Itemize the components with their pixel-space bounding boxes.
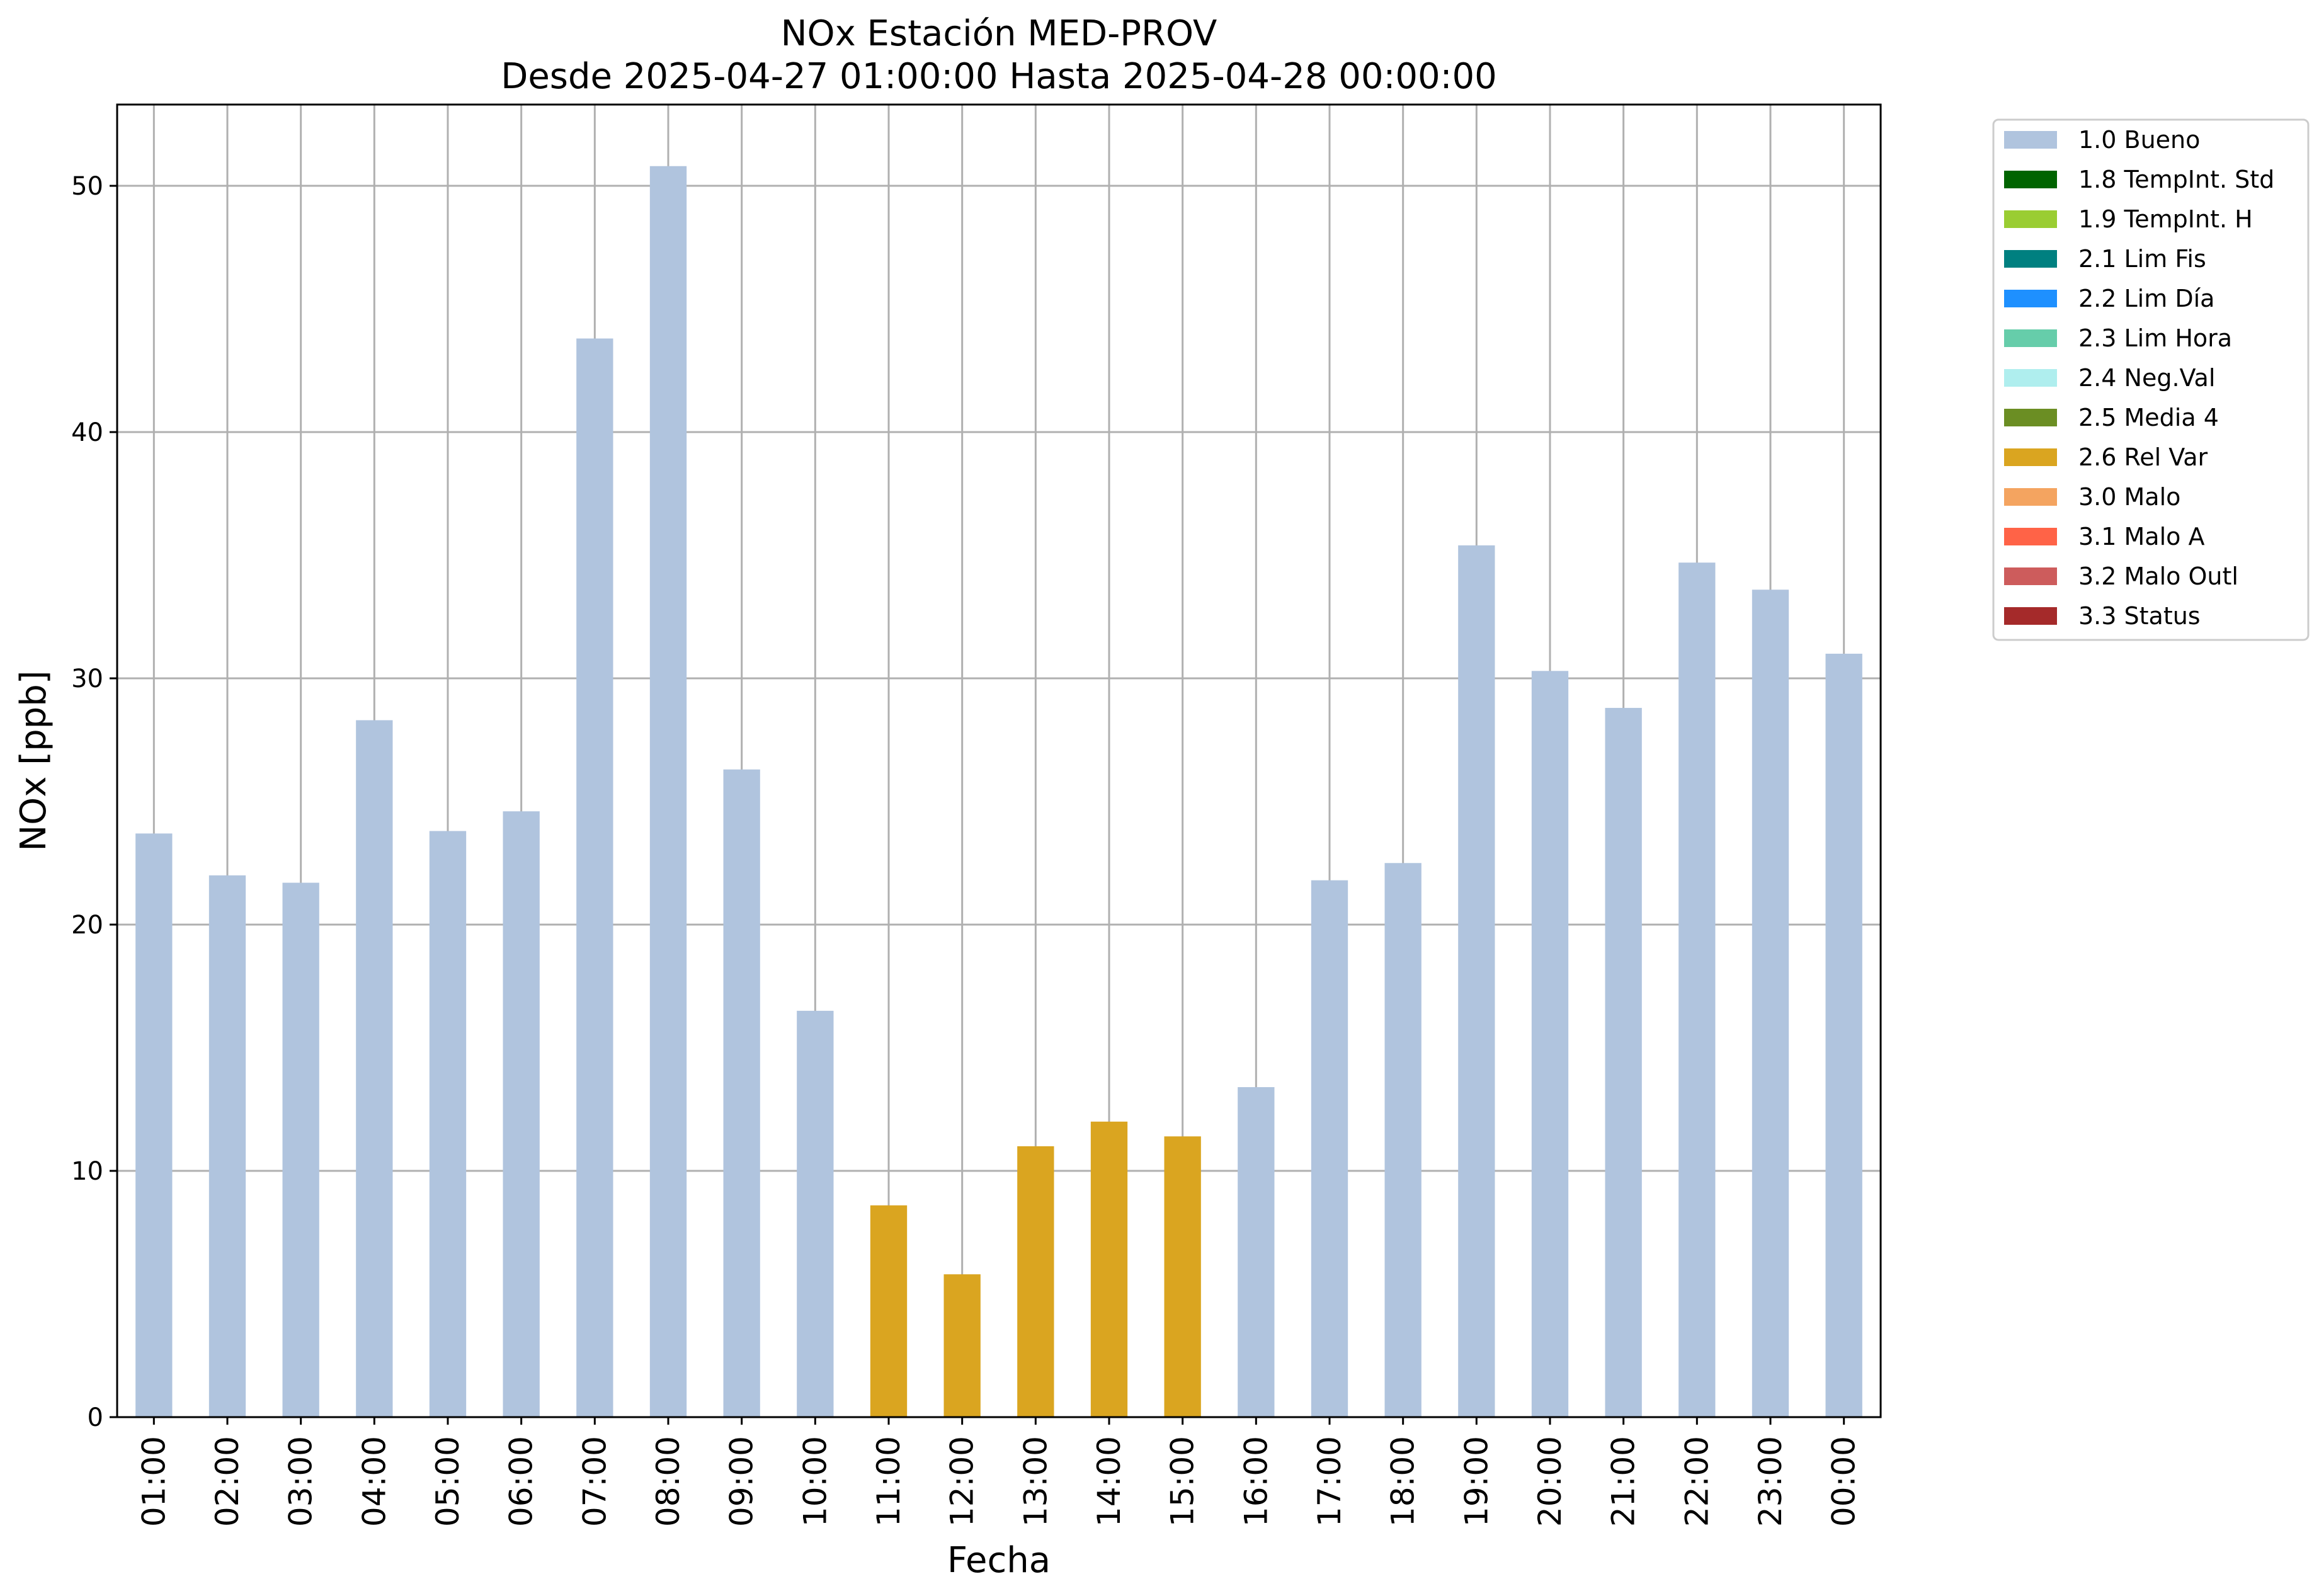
legend-entry-label: 3.2 Malo Outl <box>2078 562 2238 590</box>
legend-swatch <box>2004 329 2057 347</box>
legend-entry-label: 3.0 Malo <box>2078 483 2180 511</box>
y-tick-label: 40 <box>71 418 103 447</box>
x-tick-label: 16:00 <box>1238 1436 1274 1527</box>
bar-22:00 <box>1678 562 1716 1417</box>
bar-07:00 <box>576 338 613 1418</box>
legend-entry-label: 2.3 Lim Hora <box>2078 324 2232 352</box>
bar-03:00 <box>282 882 319 1417</box>
x-tick-label: 06:00 <box>503 1436 540 1527</box>
legend-swatch <box>2004 607 2057 625</box>
bar-23:00 <box>1752 590 1789 1417</box>
bar-06:00 <box>503 811 540 1417</box>
legend-swatch <box>2004 488 2057 506</box>
y-tick-label: 30 <box>71 664 103 693</box>
bar-17:00 <box>1311 880 1348 1417</box>
x-tick-label: 18:00 <box>1385 1436 1422 1527</box>
bar-16:00 <box>1238 1087 1275 1417</box>
bar-10:00 <box>797 1010 834 1417</box>
bar-12:00 <box>943 1274 981 1417</box>
legend-entry-label: 1.8 TempInt. Std <box>2078 166 2274 193</box>
x-tick-label: 23:00 <box>1752 1436 1789 1527</box>
bar-19:00 <box>1458 545 1495 1418</box>
legend-swatch <box>2004 131 2057 149</box>
x-tick-label: 04:00 <box>356 1436 392 1527</box>
legend-entry-label: 2.6 Rel Var <box>2078 443 2208 471</box>
bar-18:00 <box>1384 863 1422 1417</box>
legend-swatch <box>2004 409 2057 426</box>
x-tick-label: 13:00 <box>1017 1436 1054 1527</box>
bar-11:00 <box>870 1205 908 1417</box>
bar-01:00 <box>135 833 173 1417</box>
legend-swatch <box>2004 448 2057 466</box>
x-tick-label: 09:00 <box>724 1436 760 1527</box>
bar-04:00 <box>356 720 393 1417</box>
legend-entry-label: 1.9 TempInt. H <box>2078 205 2253 233</box>
bar-05:00 <box>429 831 467 1417</box>
legend-entry-label: 2.5 Media 4 <box>2078 404 2219 431</box>
legend-swatch <box>2004 171 2057 188</box>
legend-swatch <box>2004 567 2057 585</box>
x-axis-label: Fecha <box>947 1540 1051 1581</box>
y-tick-label: 20 <box>71 911 103 940</box>
legend-swatch <box>2004 528 2057 545</box>
x-tick-label: 15:00 <box>1165 1436 1201 1527</box>
legend-entry-label: 3.3 Status <box>2078 602 2201 630</box>
legend: 1.0 Bueno 1.8 TempInt. Std 1.9 TempInt. H 2… <box>1992 118 2310 641</box>
x-tick-label: 03:00 <box>283 1436 319 1527</box>
bar-20:00 <box>1531 671 1569 1417</box>
bar-21:00 <box>1605 707 1642 1417</box>
x-tick-label: 12:00 <box>944 1436 981 1527</box>
legend-swatch <box>2004 250 2057 268</box>
y-tick-label: 10 <box>71 1157 103 1186</box>
x-tick-label: 17:00 <box>1311 1436 1348 1527</box>
bars <box>135 166 1862 1418</box>
legend-entry-label: 2.1 Lim Fis <box>2078 245 2206 273</box>
bar-15:00 <box>1164 1136 1201 1417</box>
legend-swatch <box>2004 369 2057 387</box>
y-axis-ticks: 0 10 20 30 40 50 <box>71 172 117 1432</box>
legend-entry-label: 2.4 Neg.Val <box>2078 364 2215 392</box>
plot-frame <box>116 103 1882 1418</box>
x-tick-label: 21:00 <box>1605 1436 1642 1527</box>
y-tick-label: 50 <box>71 172 103 201</box>
bar-13:00 <box>1017 1146 1054 1417</box>
x-tick-label: 08:00 <box>650 1436 687 1527</box>
x-tick-label: 05:00 <box>430 1436 466 1527</box>
legend-entry-label: 3.1 Malo A <box>2078 523 2204 550</box>
x-tick-label: 07:00 <box>576 1436 613 1527</box>
x-tick-label: 10:00 <box>797 1436 833 1527</box>
x-tick-label: 19:00 <box>1458 1436 1495 1527</box>
legend-frame <box>1992 118 2310 641</box>
y-tick-label: 0 <box>88 1403 103 1432</box>
x-tick-label: 11:00 <box>870 1436 907 1527</box>
legend-entry-label: 1.0 Bueno <box>2078 126 2200 154</box>
chart-title: NOx Estación MED-PROV <box>781 13 1217 54</box>
x-axis-ticks: 01:00 02:00 03:00 04:00 05:00 06:00 07:00 08:00… <box>135 1417 1862 1527</box>
legend-swatch <box>2004 290 2057 307</box>
bar-09:00 <box>723 769 760 1417</box>
bar-02:00 <box>208 875 246 1417</box>
y-axis-label: NOx [ppb] <box>13 670 54 851</box>
x-tick-label: 02:00 <box>209 1436 246 1527</box>
chart-subtitle: Desde 2025-04-27 01:00:00 Hasta 2025-04-… <box>501 56 1497 97</box>
x-tick-label: 14:00 <box>1091 1436 1127 1527</box>
legend-swatch <box>2004 210 2057 228</box>
x-tick-label: 00:00 <box>1826 1436 1862 1527</box>
bar-08:00 <box>649 166 687 1418</box>
x-tick-label: 22:00 <box>1678 1436 1715 1527</box>
x-tick-label: 20:00 <box>1532 1436 1568 1527</box>
bar-00:00 <box>1825 653 1862 1417</box>
x-tick-label: 01:00 <box>135 1436 172 1527</box>
bar-14:00 <box>1090 1121 1128 1417</box>
legend-entry-label: 2.2 Lim Día <box>2078 285 2214 312</box>
